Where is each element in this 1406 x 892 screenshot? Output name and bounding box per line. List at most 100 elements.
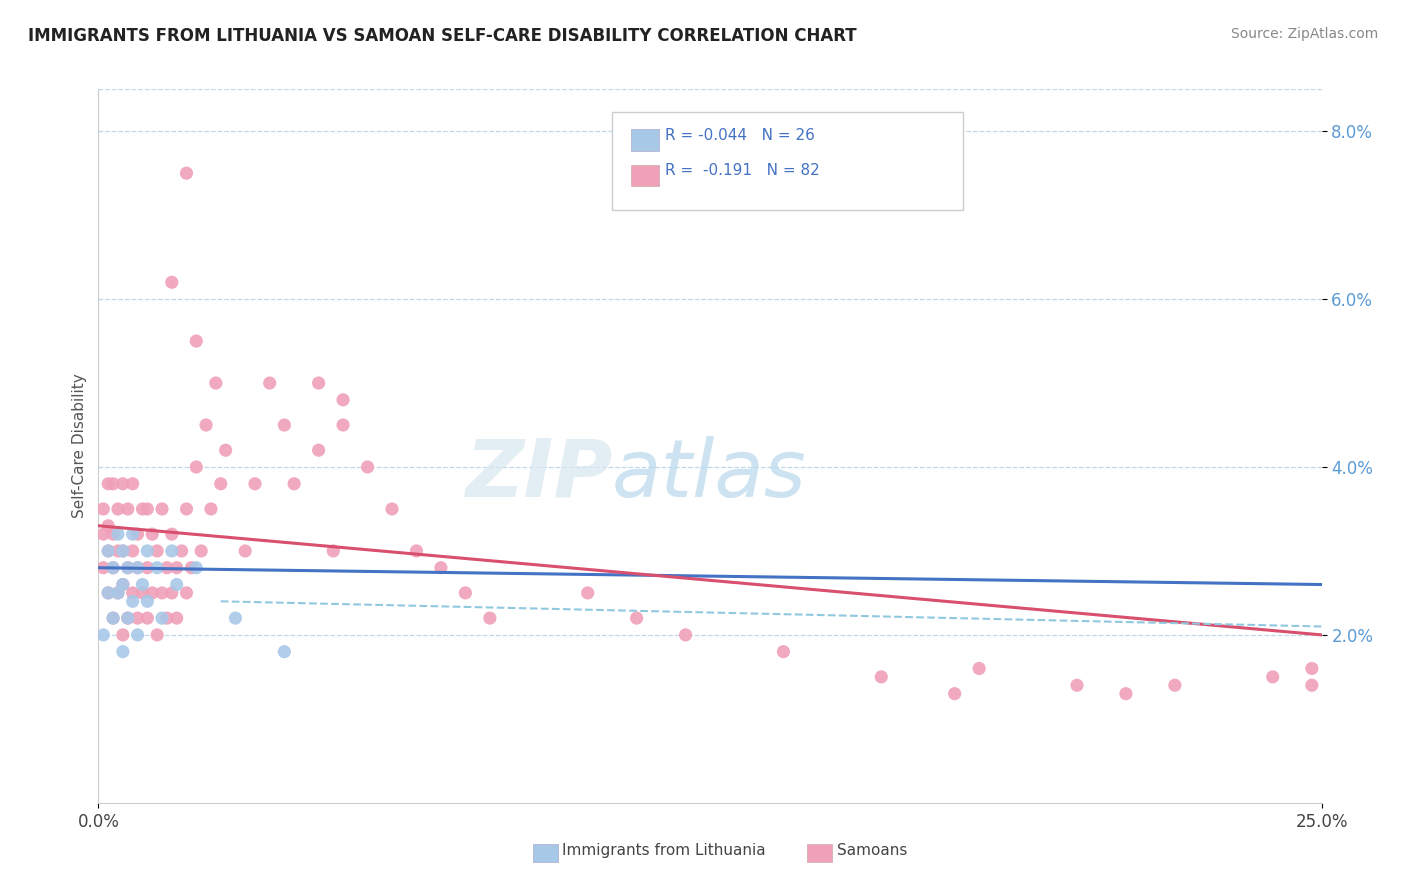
- Point: [186, 334, 208, 348]
- Point: [478, 611, 501, 625]
- Point: [91, 560, 114, 574]
- Point: [97, 544, 120, 558]
- Point: [626, 611, 648, 625]
- Point: [243, 476, 266, 491]
- Point: [943, 687, 966, 701]
- Text: ZIP: ZIP: [465, 435, 612, 514]
- Point: [675, 628, 697, 642]
- Point: [870, 670, 893, 684]
- Point: [127, 560, 149, 574]
- Point: [107, 586, 129, 600]
- Point: [131, 586, 153, 600]
- Point: [283, 476, 305, 491]
- Point: [111, 628, 134, 642]
- Point: [308, 376, 330, 390]
- Point: [101, 527, 124, 541]
- Point: [160, 586, 183, 600]
- Point: [136, 502, 159, 516]
- Point: [1066, 678, 1088, 692]
- Point: [97, 544, 120, 558]
- Point: [91, 628, 114, 642]
- Point: [111, 645, 134, 659]
- Point: [141, 586, 163, 600]
- Point: [121, 586, 143, 600]
- Point: [111, 544, 134, 558]
- Point: [160, 275, 183, 289]
- Point: [136, 611, 159, 625]
- Text: R =  -0.191   N = 82: R = -0.191 N = 82: [665, 163, 820, 178]
- Point: [101, 611, 124, 625]
- Point: [117, 560, 139, 574]
- Point: [273, 417, 295, 432]
- Point: [160, 527, 183, 541]
- Point: [195, 417, 218, 432]
- Point: [166, 560, 188, 574]
- Point: [273, 645, 295, 659]
- Point: [97, 586, 120, 600]
- Point: [91, 527, 114, 541]
- Point: [150, 586, 173, 600]
- Point: [224, 611, 246, 625]
- Text: IMMIGRANTS FROM LITHUANIA VS SAMOAN SELF-CARE DISABILITY CORRELATION CHART: IMMIGRANTS FROM LITHUANIA VS SAMOAN SELF…: [28, 27, 856, 45]
- Point: [176, 166, 198, 180]
- Point: [146, 628, 169, 642]
- Point: [101, 560, 124, 574]
- Point: [107, 544, 129, 558]
- Point: [233, 544, 256, 558]
- Point: [111, 544, 134, 558]
- Point: [967, 661, 990, 675]
- Point: [160, 544, 183, 558]
- Point: [205, 376, 228, 390]
- Point: [127, 628, 149, 642]
- Point: [111, 577, 134, 591]
- Point: [1301, 678, 1323, 692]
- Point: [101, 560, 124, 574]
- Point: [107, 586, 129, 600]
- Point: [101, 476, 124, 491]
- Point: [209, 476, 232, 491]
- Point: [121, 544, 143, 558]
- Point: [1164, 678, 1187, 692]
- Point: [186, 560, 208, 574]
- Point: [136, 560, 159, 574]
- Point: [405, 544, 427, 558]
- Point: [166, 577, 188, 591]
- Point: [107, 527, 129, 541]
- Point: [322, 544, 344, 558]
- Point: [150, 611, 173, 625]
- Point: [146, 560, 169, 574]
- Point: [332, 417, 354, 432]
- Point: [117, 611, 139, 625]
- Point: [127, 611, 149, 625]
- Point: [97, 586, 120, 600]
- Point: [136, 544, 159, 558]
- Point: [166, 611, 188, 625]
- Point: [156, 560, 179, 574]
- Point: [1301, 661, 1323, 675]
- Point: [111, 577, 134, 591]
- Y-axis label: Self-Care Disability: Self-Care Disability: [72, 374, 87, 518]
- Text: Immigrants from Lithuania: Immigrants from Lithuania: [562, 843, 766, 858]
- Point: [107, 502, 129, 516]
- Point: [308, 443, 330, 458]
- Point: [101, 611, 124, 625]
- Point: [97, 518, 120, 533]
- Point: [176, 502, 198, 516]
- Text: R = -0.044   N = 26: R = -0.044 N = 26: [665, 128, 815, 143]
- Text: atlas: atlas: [612, 435, 807, 514]
- Point: [332, 392, 354, 407]
- Point: [121, 527, 143, 541]
- Point: [97, 476, 120, 491]
- Point: [117, 502, 139, 516]
- Point: [131, 577, 153, 591]
- Point: [180, 560, 202, 574]
- Point: [381, 502, 404, 516]
- Point: [1115, 687, 1137, 701]
- Point: [141, 527, 163, 541]
- Point: [200, 502, 222, 516]
- Point: [430, 560, 453, 574]
- Point: [127, 560, 149, 574]
- Point: [170, 544, 193, 558]
- Text: Samoans: Samoans: [837, 843, 907, 858]
- Point: [117, 611, 139, 625]
